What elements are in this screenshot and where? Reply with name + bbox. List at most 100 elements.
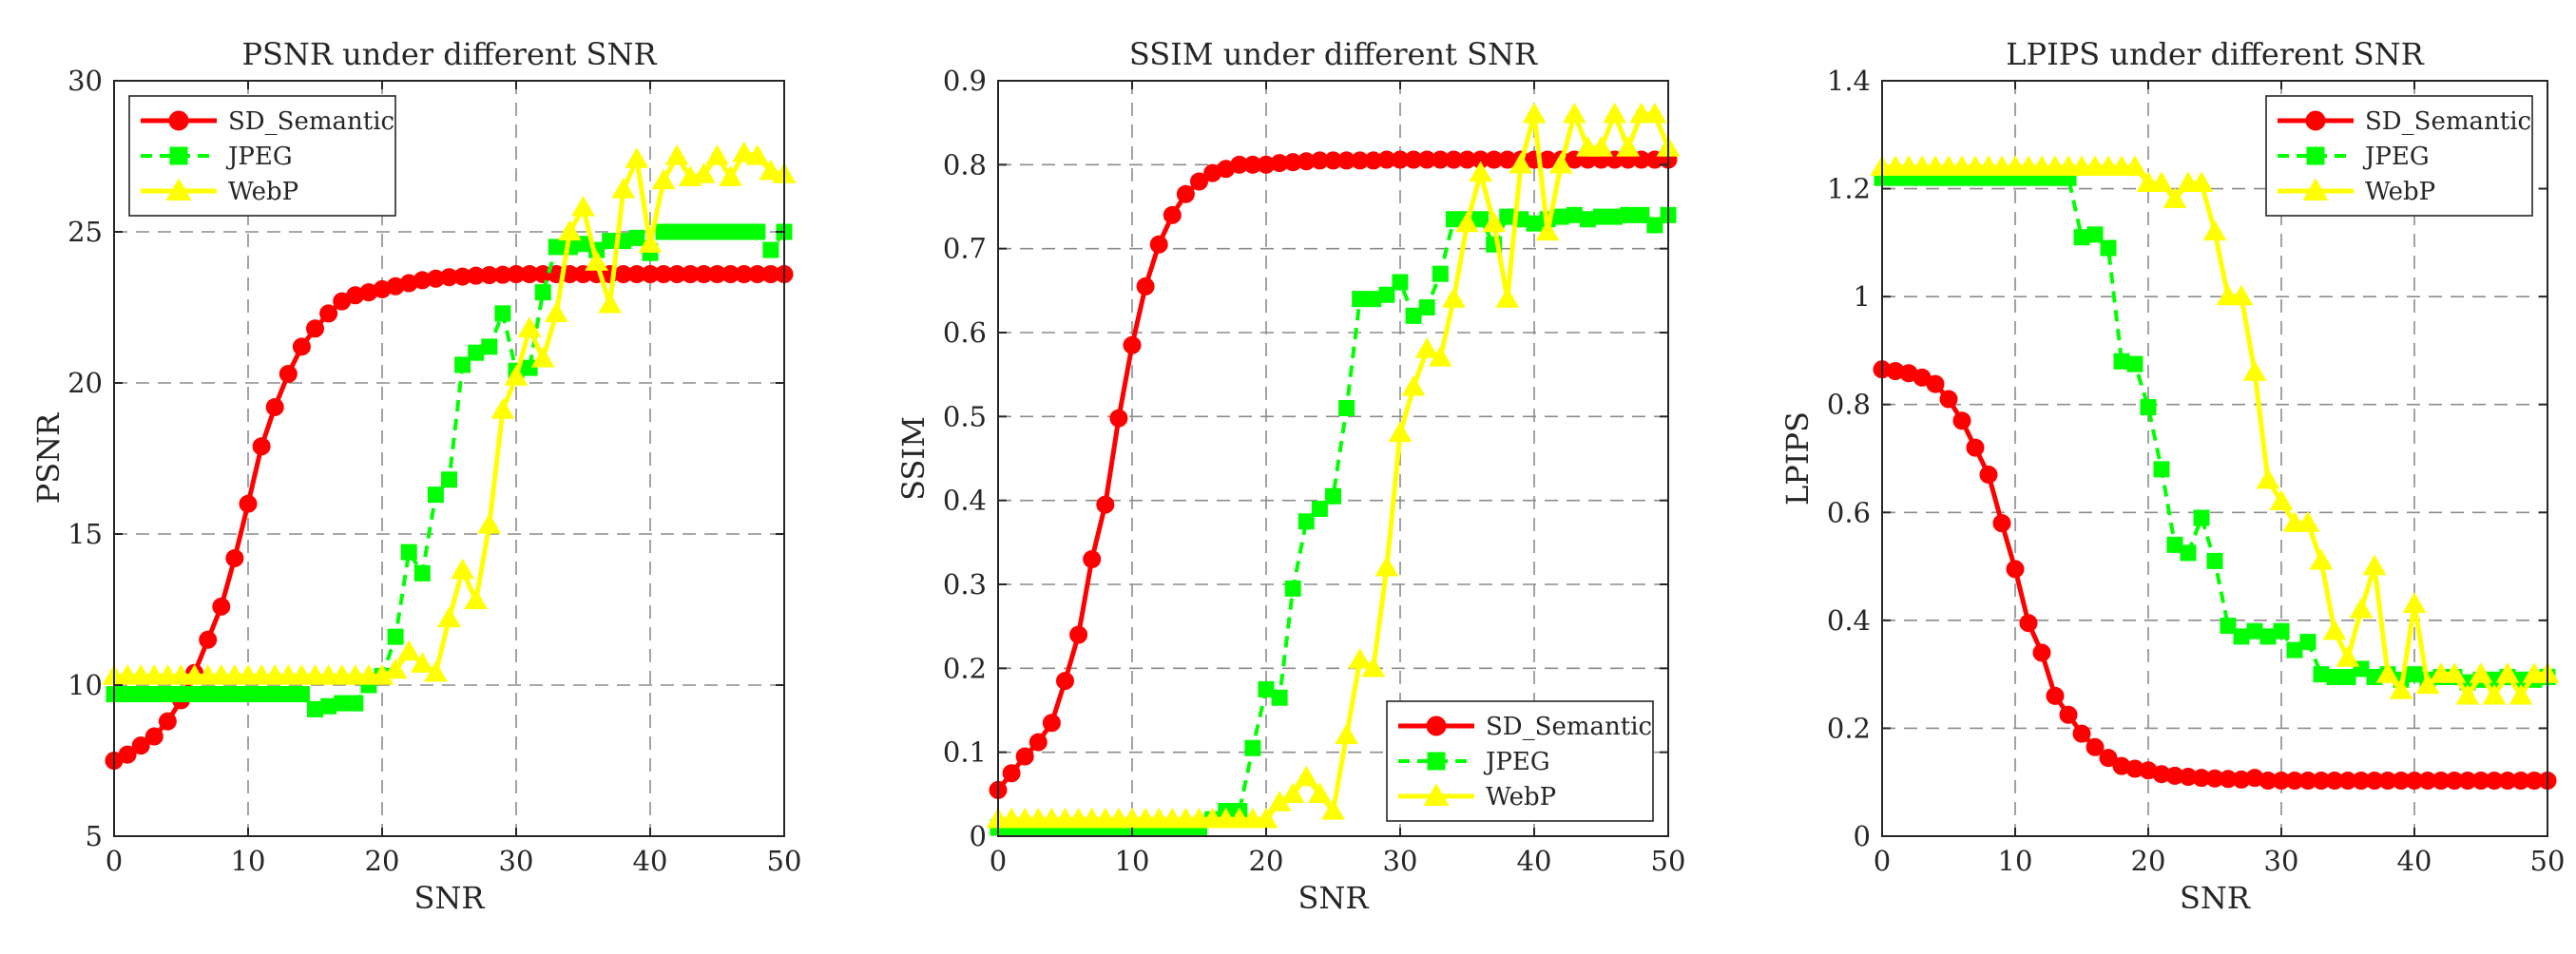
ssim-sd-semantic-point [1015, 747, 1034, 766]
lpips-legend-label-webp: WebP [2365, 178, 2435, 206]
lpips-sd-semantic-point [2059, 705, 2078, 724]
psnr-x-tick-label: 50 [767, 845, 802, 877]
lpips-y-tick-label: 1.2 [1827, 173, 1871, 205]
lpips-y-tick-label: 1.4 [1827, 65, 1871, 97]
psnr-jpeg-point [628, 229, 645, 246]
psnr-legend-marker-jpeg [169, 146, 188, 165]
ssim-jpeg-point [1338, 400, 1355, 416]
lpips-webp-point [2242, 360, 2267, 381]
ssim-jpeg-point [1620, 206, 1637, 223]
ssim-legend-label-jpeg: JPEG [1483, 748, 1550, 776]
ssim-y-tick-label: 0.5 [943, 400, 987, 432]
lpips-webp-point [2202, 219, 2227, 241]
lpips-sd-semantic-point [1979, 466, 1998, 485]
lpips-chart: LPIPS under different SNR SNR LPIPS 0 10 2… [1779, 36, 2565, 916]
psnr-jpeg-point [682, 223, 699, 240]
lpips-chart-legend: SD_Semantic JPEG WebP [2265, 95, 2533, 217]
psnr-legend-label-webp: WebP [228, 178, 298, 206]
psnr-series-webp [102, 141, 797, 685]
ssim-sd-semantic-point [1109, 409, 1128, 428]
ssim-webp-point [1280, 782, 1305, 803]
lpips-webp-point [2336, 646, 2360, 667]
psnr-webp-point [410, 652, 434, 673]
psnr-y-tick-label: 10 [67, 669, 103, 701]
psnr-jpeg-point [387, 628, 404, 645]
ssim-webp-point [1428, 345, 1452, 367]
ssim-chart: SSIM under different SNR SNR SSIM 0 10 20 3… [895, 36, 1685, 916]
psnr-jpeg-point [454, 356, 471, 373]
lpips-sd-semantic-point [1926, 374, 1945, 393]
ssim-sd-semantic-point [1163, 205, 1182, 224]
lpips-sd-semantic-point [1939, 390, 1958, 409]
ssim-y-tick-label: 0.7 [943, 233, 987, 265]
lpips-sd-semantic-point [2086, 737, 2105, 756]
psnr-sd-semantic-point [292, 337, 311, 356]
lpips-jpeg-point [2339, 668, 2356, 685]
lpips-jpeg-point [2220, 618, 2237, 635]
lpips-jpeg-point [2153, 461, 2170, 478]
psnr-webp-point [719, 165, 742, 186]
psnr-jpeg-point [749, 223, 766, 240]
ssim-jpeg-point [1378, 286, 1395, 303]
psnr-webp-point [558, 219, 582, 241]
ssim-webp-point [1509, 152, 1533, 174]
psnr-x-tick-label: 20 [365, 845, 400, 877]
psnr-sd-semantic-point [279, 364, 298, 383]
psnr-sd-semantic-point [319, 304, 338, 323]
psnr-jpeg-point [400, 544, 417, 561]
psnr-jpeg-point [413, 564, 431, 582]
psnr-y-tick-label: 25 [67, 216, 103, 248]
ssim-webp-point [1455, 211, 1479, 233]
psnr-webp-point [664, 143, 689, 165]
ssim-sd-semantic-point [1176, 184, 1195, 203]
psnr-jpeg-point [427, 487, 444, 504]
ssim-sd-semantic-point [1083, 550, 1102, 568]
psnr-sd-semantic-point [199, 630, 218, 649]
ssim-jpeg-point [1472, 211, 1490, 228]
ssim-legend-marker-webp [1423, 783, 1450, 806]
psnr-jpeg-point [293, 686, 310, 703]
ssim-webp-point [1294, 765, 1318, 787]
ssim-sd-semantic-point [1028, 733, 1048, 752]
psnr-ticks: 0 10 20 30 40 50 5 10 15 20 25 30 [67, 65, 801, 877]
psnr-webp-point [396, 639, 421, 661]
lpips-sd-semantic-point [2046, 686, 2065, 705]
ssim-webp-point [1375, 555, 1399, 577]
psnr-webp-point [585, 250, 608, 271]
psnr-sd-semantic-point [144, 727, 163, 746]
ssim-x-tick-label: 20 [1249, 845, 1284, 877]
lpips-series-sd-semantic [1873, 360, 2557, 791]
lpips-jpeg-point [2193, 509, 2210, 526]
lpips-legend-label-jpeg: JPEG [2362, 143, 2430, 171]
psnr-webp-point [530, 347, 555, 368]
ssim-y-tick-label: 0 [970, 820, 987, 852]
ssim-jpeg-point [1284, 580, 1301, 597]
ssim-webp-point [1522, 102, 1547, 124]
ssim-sd-semantic-point [1096, 495, 1115, 514]
ssim-y-tick-label: 0.3 [943, 568, 987, 601]
ssim-y-tick-label: 0.4 [943, 485, 987, 517]
psnr-chart-y-axis-label: PSNR [30, 412, 67, 504]
psnr-jpeg-point [762, 241, 779, 258]
psnr-chart-legend: SD_Semantic JPEG WebP [128, 95, 396, 217]
ssim-y-tick-label: 0.2 [943, 652, 987, 684]
lpips-webp-point [2163, 187, 2187, 209]
psnr-webp-point [692, 162, 716, 183]
lpips-jpeg-point [2086, 226, 2104, 243]
lpips-x-tick-label: 40 [2397, 845, 2432, 877]
psnr-chart: PSNR under different SNR SNR PSNR 0 10 20 3… [30, 36, 801, 916]
ssim-webp-point [1388, 421, 1413, 443]
ssim-jpeg-point [1392, 274, 1409, 291]
ssim-x-tick-label: 50 [1651, 845, 1686, 877]
psnr-webp-point [437, 606, 461, 628]
ssim-jpeg-point [1271, 689, 1288, 706]
ssim-jpeg-point [1258, 680, 1275, 697]
lpips-webp-point [2149, 171, 2174, 193]
psnr-webp-point [383, 658, 408, 679]
lpips-x-tick-label: 50 [2530, 845, 2566, 877]
lpips-sd-semantic-point [1952, 411, 1971, 430]
ssim-webp-point [1321, 798, 1345, 820]
ssim-webp-point [1482, 211, 1507, 233]
lpips-sd-semantic-point [2032, 643, 2051, 662]
psnr-jpeg-point [655, 223, 672, 240]
